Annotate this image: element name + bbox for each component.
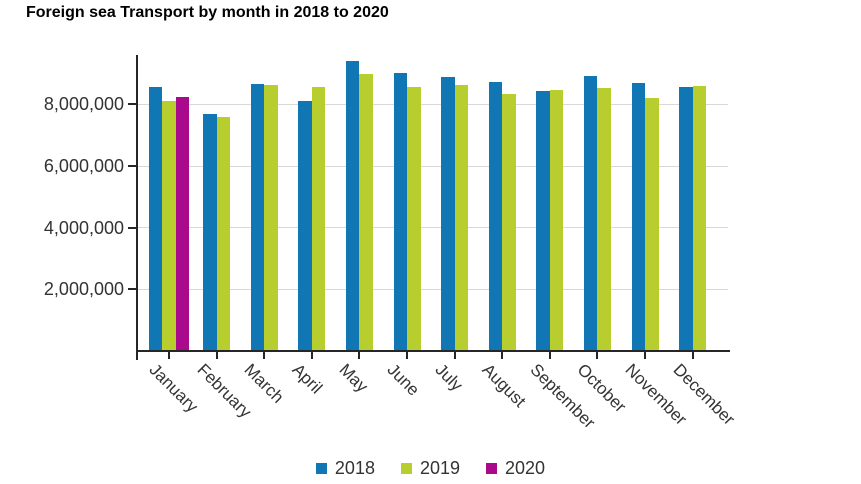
bar-2019-march xyxy=(264,84,278,351)
bar-2018-june xyxy=(393,72,407,351)
gridline xyxy=(137,103,728,105)
bar-2018-october xyxy=(583,75,598,351)
y-axis-tick xyxy=(128,103,136,106)
bar-2020-january xyxy=(175,96,190,351)
bar-2018-april xyxy=(298,101,312,351)
legend-item-2020[interactable]: 2020 xyxy=(486,458,545,479)
bar-2019-april xyxy=(311,87,326,351)
bar-2018-july xyxy=(441,76,455,351)
x-axis-tick xyxy=(644,352,646,359)
bar-2019-october xyxy=(597,87,611,351)
x-axis-tick xyxy=(358,352,361,359)
bar-2019-july xyxy=(454,85,469,351)
bar-2019-august xyxy=(502,93,516,351)
x-axis-tick xyxy=(596,352,599,359)
x-axis-label: January xyxy=(145,360,202,417)
legend-item-2018[interactable]: 2018 xyxy=(315,458,375,479)
legend: 2018 2019 2020 xyxy=(0,458,861,479)
x-axis-label: August xyxy=(478,360,530,411)
y-axis-tick xyxy=(128,165,136,167)
legend-label: 2019 xyxy=(419,458,461,478)
y-axis-line xyxy=(136,55,138,360)
x-axis-label: July xyxy=(431,360,466,395)
x-axis-tick xyxy=(215,352,218,359)
bar-2018-march xyxy=(250,83,265,351)
legend-swatch-2019 xyxy=(400,463,412,474)
y-axis-tick-label: 6,000,000 xyxy=(43,156,124,176)
y-axis-tick xyxy=(128,288,136,291)
bar-2018-january xyxy=(148,87,163,351)
y-axis-tick-label: 2,000,000 xyxy=(43,279,124,300)
x-axis-tick xyxy=(501,352,504,359)
gridline xyxy=(137,288,728,290)
x-axis-label: April xyxy=(288,360,326,398)
bar-2018-december xyxy=(679,87,693,351)
x-axis-tick xyxy=(168,352,170,359)
y-axis-tick-label: 4,000,000 xyxy=(43,217,124,238)
bar-2019-may xyxy=(359,74,373,351)
bar-2018-may xyxy=(345,61,360,351)
x-axis-tick xyxy=(263,352,266,359)
x-axis-tick xyxy=(548,352,551,359)
chart-title: Foreign sea Transport by month in 2018 t… xyxy=(26,4,389,21)
bar-2018-november xyxy=(631,82,645,351)
bar-2018-february xyxy=(203,113,217,351)
legend-label: 2018 xyxy=(334,458,375,478)
bar-2018-september xyxy=(536,91,550,351)
bar-2018-august xyxy=(488,81,503,351)
x-axis-label: May xyxy=(335,360,373,397)
x-axis-label: June xyxy=(383,360,424,400)
bar-2019-february xyxy=(216,117,231,351)
bar-2019-september xyxy=(549,89,564,351)
x-axis-tick xyxy=(406,352,408,359)
bar-2019-june xyxy=(407,87,421,351)
bar-2019-november xyxy=(645,98,659,351)
legend-swatch-2020 xyxy=(486,463,498,474)
gridline xyxy=(137,227,728,229)
x-axis-line xyxy=(136,350,730,352)
y-axis-tick-label: 8,000,000 xyxy=(43,94,124,115)
legend-label: 2020 xyxy=(505,458,546,478)
x-axis-tick xyxy=(453,352,456,359)
y-axis-tick xyxy=(128,226,136,229)
legend-swatch-2018 xyxy=(315,463,327,474)
x-axis-tick xyxy=(691,352,694,359)
legend-item-2019[interactable]: 2019 xyxy=(400,458,461,479)
gridline xyxy=(137,165,728,167)
x-axis-tick xyxy=(310,352,313,359)
bar-2019-december xyxy=(692,85,707,351)
bar-2019-january xyxy=(162,101,176,351)
